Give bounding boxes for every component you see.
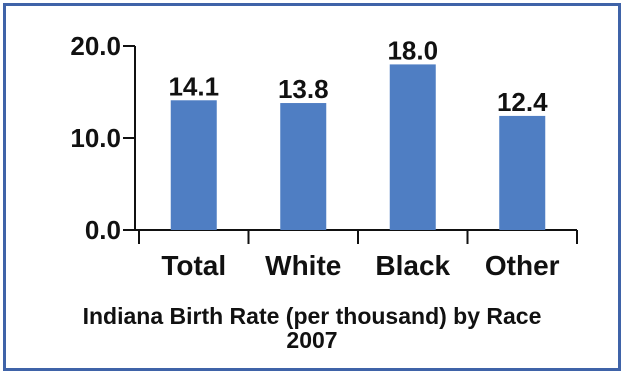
category-label-total: Total [161,250,226,281]
data-label-white: 13.8 [278,74,329,104]
chart-subtitle: 2007 [286,327,337,353]
y-tick-label: 0.0 [85,215,121,245]
category-label-white: White [265,250,341,281]
bars [170,64,546,231]
y-tick-label: 10.0 [70,123,121,153]
chart-frame: 0.0 10.0 20.0 14.1 Total 13.8 White 18.0 Black 1… [3,3,621,371]
bar-white [280,103,327,230]
category-label-other: Other [485,250,560,281]
y-tick-label: 20.0 [70,31,121,61]
category-label-black: Black [375,250,450,281]
data-label-other: 12.4 [497,87,548,117]
data-label-black: 18.0 [387,35,438,65]
chart-title: Indiana Birth Rate (per thousand) by Rac… [83,303,542,329]
bar-black [389,64,436,231]
bar-total [170,100,217,230]
bar-chart: 0.010.020.0 14.1Total13.8White18.0Black1… [70,31,578,353]
data-label-total: 14.1 [168,71,219,101]
bar-other [499,115,546,230]
labels: 14.1 Total 13.8 White 18.0 Black 12.4 Other [161,35,559,281]
